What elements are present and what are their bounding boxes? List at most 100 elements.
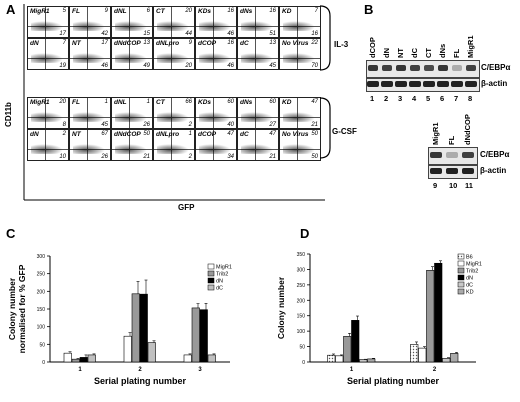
y-tick-label: 350: [297, 252, 306, 258]
x-axis-title: Serial plating number: [94, 376, 187, 386]
group-brackets: [23, 4, 331, 201]
blot1-actin-band: [465, 81, 477, 87]
legend-label: dC: [466, 283, 473, 289]
flow-plot: dCOP 16 46: [195, 38, 237, 70]
flow-plot-name: dN: [30, 131, 39, 138]
legend-label: MigR1: [466, 262, 482, 268]
flow-plot-upper-value: 60: [269, 99, 276, 105]
y-tick-label: 100: [297, 329, 306, 335]
bar: [191, 307, 200, 363]
blot1-lane-number: 3: [398, 94, 403, 103]
bar: [183, 354, 192, 363]
y-tick-label: 100: [37, 325, 46, 331]
flow-plot-name: KDs: [198, 8, 212, 15]
flow-plot: FL 1 45: [69, 97, 111, 129]
flow-plot-name: KDs: [198, 99, 212, 106]
flow-plot: CT 20 44: [153, 6, 195, 38]
legend-label: Trib2: [466, 269, 478, 275]
blot2-cebpa-band: [429, 152, 443, 158]
flow-plot-lower-value: 27: [269, 122, 276, 128]
blot1-actin-band: [367, 81, 379, 87]
flow-plot: NT 17 46: [69, 38, 111, 70]
flow-plot: KD 7 16: [279, 6, 321, 38]
bar: [450, 353, 459, 363]
flow-plot-upper-value: 50: [311, 131, 318, 137]
x-tick-label: 2: [138, 367, 142, 373]
flow-plot-name: dNdCOP: [114, 40, 141, 47]
legend-label: MigR1: [216, 265, 232, 271]
flow-plot-lower-value: 21: [269, 154, 276, 160]
blot1-lane-number: 7: [454, 94, 459, 103]
flow-plot: No Virus 50 50: [279, 129, 321, 161]
bar: [131, 293, 140, 363]
flow-plot-upper-value: 7: [314, 8, 318, 14]
y-tick-label: 50: [39, 342, 45, 348]
group-label-il3: IL-3: [334, 40, 349, 49]
chart-c: 0 50 100 150 200 250 300 1 2 3 Serial plating numb…: [7, 254, 232, 386]
flow-plot-upper-value: 5: [62, 8, 66, 14]
flow-plot-upper-value: 47: [311, 99, 318, 105]
flow-plot: dNLpro 9 20: [153, 38, 195, 70]
flow-plot-lower-value: 45: [101, 122, 108, 128]
panel-label-c: C: [6, 226, 16, 241]
blot1-lane-label: dC: [410, 48, 419, 58]
flow-plot-name: dNs: [240, 8, 253, 15]
y-tick-label: 50: [299, 345, 305, 351]
flow-plot: dNL 1 26: [111, 97, 153, 129]
bar: [367, 358, 376, 363]
flow-plot: MigR1 5 17: [27, 6, 69, 38]
flow-plot-lower-value: 34: [227, 154, 234, 160]
blot2-lane-number: 11: [465, 181, 473, 190]
flow-plot: dN 7 19: [27, 38, 69, 70]
flow-plot-lower-value: 70: [311, 63, 318, 69]
flow-plot-lower-value: 10: [59, 154, 66, 160]
blot1-lane-number: 6: [440, 94, 445, 103]
blot2-cebpa-label: C/EBPα: [480, 150, 510, 159]
bar: [63, 352, 72, 363]
flow-plot: CT 66 2: [153, 97, 195, 129]
blot2-lane-label: FL: [447, 135, 456, 145]
legend-label: dC: [216, 286, 223, 292]
blot2-cebpa-strip: [428, 147, 478, 165]
bar: [327, 354, 336, 363]
blot2-actin-band: [445, 168, 459, 174]
flow-plot-upper-value: 47: [227, 131, 234, 137]
blot1-lane-number: 1: [370, 94, 375, 103]
legend-label: Trib2: [216, 272, 228, 278]
flow-plot: dC 47 21: [237, 129, 279, 161]
blot1-cebpa-band: [381, 65, 393, 71]
x-tick-label: 3: [198, 367, 202, 373]
flow-cytometry-panel: CD11b GFP MigR1 5 17 FL 9 42 dNL 6 15 CT 20 44 KDs 16…: [0, 0, 360, 215]
bar: [359, 359, 368, 363]
flow-plot-name: dC: [240, 40, 249, 47]
flow-plot-lower-value: 46: [227, 63, 234, 69]
y-tick-label: 0: [42, 360, 45, 366]
flow-plot-name: dNL: [114, 99, 127, 106]
y-tick-label: 200: [297, 298, 306, 304]
blot2-cebpa-band: [445, 152, 459, 158]
flow-plot-upper-value: 47: [269, 131, 276, 137]
flow-plot-upper-value: 9: [104, 8, 108, 14]
bar: [343, 336, 352, 363]
flow-plot: MigR1 20 8: [27, 97, 69, 129]
flow-plot-lower-value: 8: [62, 122, 66, 128]
flow-plot-upper-value: 20: [185, 8, 192, 14]
flow-plot-lower-value: 46: [227, 31, 234, 37]
y-tick-label: 200: [37, 289, 46, 295]
flow-plot-upper-value: 60: [227, 99, 234, 105]
legend-swatch: [207, 270, 215, 277]
bar: [199, 309, 208, 363]
blot1-actin-band: [395, 81, 407, 87]
blot1-cebpa-band: [409, 65, 421, 71]
flow-plot-lower-value: 21: [311, 122, 318, 128]
blot1-actin-band: [423, 81, 435, 87]
blot1-lane-label: CT: [424, 48, 433, 58]
flow-plot-name: KD: [282, 99, 292, 106]
bar: [434, 262, 443, 363]
flow-plot: dN 2 10: [27, 129, 69, 161]
flow-plot-name: dCOP: [198, 131, 217, 138]
y-tick-label: 0: [302, 360, 305, 366]
flow-plot-upper-value: 1: [146, 99, 150, 105]
legend-swatch: [207, 263, 215, 270]
flow-plot: dC 13 45: [237, 38, 279, 70]
